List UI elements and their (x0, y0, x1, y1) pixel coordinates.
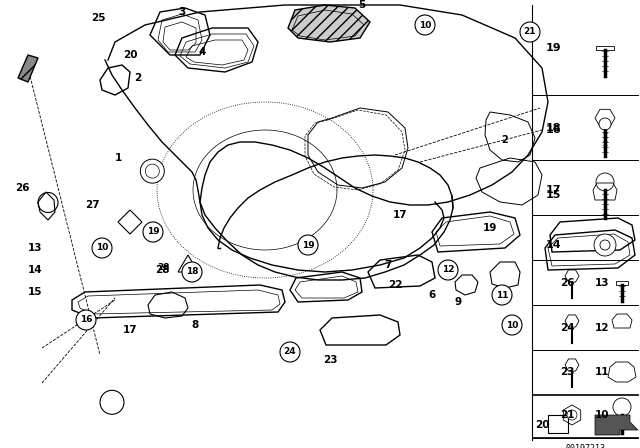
Text: 18: 18 (186, 267, 198, 276)
Polygon shape (565, 315, 579, 327)
Text: !: ! (187, 263, 189, 269)
Text: 15: 15 (546, 190, 561, 200)
Text: 19: 19 (546, 43, 562, 53)
Text: 4: 4 (198, 47, 205, 57)
Text: 15: 15 (28, 287, 42, 297)
Text: 23: 23 (323, 355, 337, 365)
Circle shape (143, 222, 163, 242)
Text: 19: 19 (301, 241, 314, 250)
Text: 2: 2 (502, 135, 508, 145)
Circle shape (140, 159, 164, 183)
Text: 10: 10 (419, 21, 431, 30)
Circle shape (492, 285, 512, 305)
Text: 26: 26 (15, 183, 29, 193)
Text: 13: 13 (28, 243, 42, 253)
Circle shape (182, 262, 202, 282)
Polygon shape (616, 281, 628, 285)
Text: 17: 17 (393, 210, 407, 220)
Text: 10: 10 (595, 410, 609, 420)
Text: 5: 5 (358, 0, 365, 10)
Polygon shape (288, 5, 370, 42)
Text: 00197213: 00197213 (565, 444, 605, 448)
Polygon shape (595, 415, 638, 435)
Text: 19: 19 (147, 228, 159, 237)
Text: 13: 13 (595, 278, 609, 288)
Circle shape (298, 235, 318, 255)
Text: 10: 10 (506, 320, 518, 329)
Text: 24: 24 (284, 348, 296, 357)
Text: 12: 12 (442, 266, 454, 275)
Text: 27: 27 (84, 200, 99, 210)
Polygon shape (596, 46, 614, 50)
Polygon shape (565, 270, 579, 282)
Circle shape (145, 164, 159, 178)
Polygon shape (595, 109, 615, 127)
Text: 6: 6 (428, 290, 436, 300)
Text: 24: 24 (560, 323, 575, 333)
Circle shape (596, 173, 614, 191)
Circle shape (613, 398, 631, 416)
Text: 26: 26 (560, 278, 575, 288)
Circle shape (594, 234, 616, 256)
Circle shape (438, 260, 458, 280)
Circle shape (76, 310, 96, 330)
Text: 28: 28 (157, 263, 170, 271)
Text: 19: 19 (483, 223, 497, 233)
Text: 8: 8 (191, 320, 198, 330)
Polygon shape (563, 405, 580, 425)
Text: 12: 12 (595, 323, 609, 333)
Circle shape (92, 238, 112, 258)
Polygon shape (18, 55, 38, 82)
Polygon shape (565, 359, 579, 371)
Text: 25: 25 (91, 13, 105, 23)
Text: 16: 16 (546, 125, 562, 135)
Text: 10: 10 (96, 244, 108, 253)
Circle shape (520, 22, 540, 42)
Circle shape (38, 193, 58, 212)
Text: 22: 22 (388, 280, 403, 290)
Text: 3: 3 (179, 7, 186, 17)
Text: 2: 2 (134, 73, 141, 83)
Text: 9: 9 (454, 297, 461, 307)
Circle shape (415, 15, 435, 35)
Text: 14: 14 (28, 265, 42, 275)
Circle shape (600, 240, 610, 250)
Text: 17: 17 (546, 185, 561, 195)
Text: 21: 21 (560, 410, 575, 420)
Text: 11: 11 (496, 290, 508, 300)
Text: 20: 20 (123, 50, 137, 60)
Text: 7: 7 (384, 260, 392, 270)
Text: 20: 20 (535, 420, 550, 430)
Circle shape (599, 118, 611, 130)
Text: 16: 16 (80, 315, 92, 324)
Text: 23: 23 (560, 367, 575, 377)
Circle shape (280, 342, 300, 362)
Text: 21: 21 (524, 27, 536, 36)
Circle shape (502, 315, 522, 335)
Text: 14: 14 (546, 240, 562, 250)
Circle shape (100, 390, 124, 414)
Text: 28: 28 (155, 265, 169, 275)
Text: 1: 1 (115, 153, 122, 163)
Text: 17: 17 (123, 325, 138, 335)
Text: 11: 11 (595, 367, 609, 377)
Text: 18: 18 (546, 123, 561, 133)
Circle shape (567, 410, 577, 420)
